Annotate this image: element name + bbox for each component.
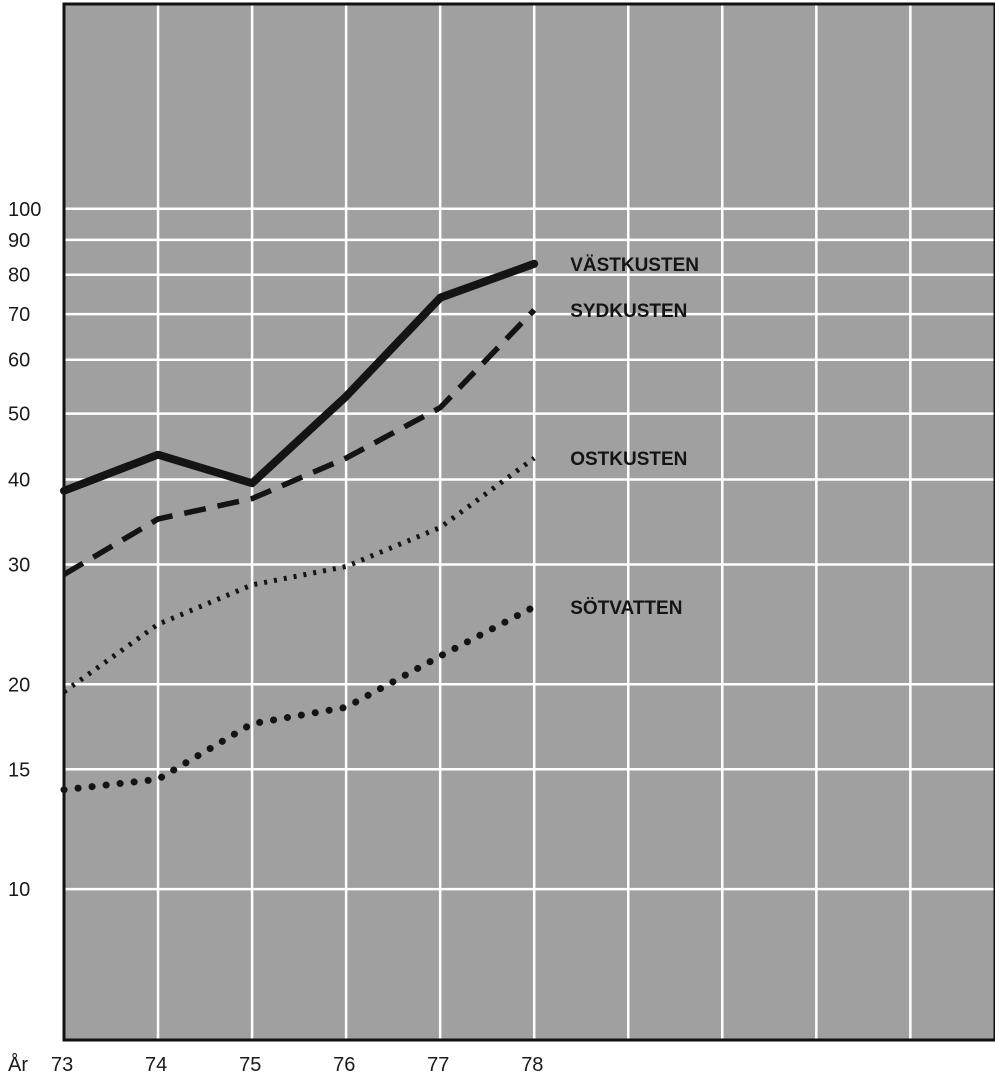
x-tick-label: 75 xyxy=(239,1054,261,1076)
series-line-sötvatten xyxy=(60,603,538,794)
x-tick-label: 76 xyxy=(333,1054,355,1076)
series-label-sydkusten: SYDKUSTEN xyxy=(570,301,687,322)
y-tick-label: 60 xyxy=(8,350,30,372)
series-lines xyxy=(60,259,539,794)
x-tick-label: 74 xyxy=(145,1054,167,1076)
x-tick-label: 73 xyxy=(51,1054,73,1076)
y-tick-label: 40 xyxy=(8,470,30,492)
y-tick-label: 20 xyxy=(8,674,30,696)
plot-border xyxy=(62,2,995,1042)
y-tick-label: 15 xyxy=(8,759,30,781)
plot-background xyxy=(64,4,995,1040)
series-label-sötvatten: SÖTVATTEN xyxy=(570,598,682,619)
y-tick-label: 30 xyxy=(8,554,30,576)
y-axis-tick-labels: 10 15 20 30 40 50 60 70 80 90 100 xyxy=(8,199,41,901)
horizontal-gridlines xyxy=(64,207,995,891)
x-axis-label: År xyxy=(8,1053,28,1076)
series-labels: VÄSTKUSTEN SYDKUSTEN OSTKUSTEN SÖTVATTEN xyxy=(570,255,699,619)
y-tick-label: 50 xyxy=(8,404,30,426)
y-tick-label: 70 xyxy=(8,304,30,326)
series-label-västkusten: VÄSTKUSTEN xyxy=(570,255,699,276)
series-label-ostkusten: OSTKUSTEN xyxy=(570,449,687,470)
y-tick-label: 100 xyxy=(8,199,41,221)
series-line-sydkusten xyxy=(62,308,537,577)
y-tick-label: 80 xyxy=(8,265,30,287)
x-axis-tick-labels: 73 74 75 76 77 78 xyxy=(51,1054,543,1076)
y-tick-label: 10 xyxy=(8,879,30,901)
vertical-gridlines xyxy=(156,4,912,1040)
y-tick-label: 90 xyxy=(8,230,30,252)
x-tick-label: 77 xyxy=(427,1054,449,1076)
x-tick-label: 78 xyxy=(521,1054,543,1076)
series-line-västkusten xyxy=(60,259,539,495)
